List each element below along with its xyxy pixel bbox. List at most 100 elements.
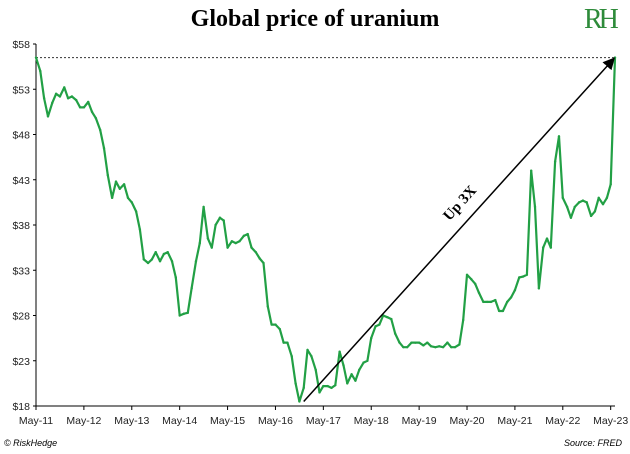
price-point: [537, 287, 541, 290]
price-point: [294, 382, 297, 385]
y-tick-label: $58: [12, 39, 30, 51]
price-point: [461, 318, 465, 322]
price-point: [605, 196, 609, 200]
price-point: [350, 373, 353, 376]
price-point: [262, 261, 265, 265]
x-tick-label: May-15: [210, 415, 245, 427]
price-point: [453, 345, 457, 349]
x-tick-label: May-21: [497, 415, 532, 427]
price-point: [545, 237, 549, 240]
price-point: [613, 56, 617, 59]
price-point: [470, 278, 473, 281]
price-point: [501, 309, 505, 313]
x-tick-label: May-17: [306, 415, 341, 427]
price-point: [489, 300, 493, 304]
price-point: [134, 210, 138, 213]
x-tick-label: May-20: [450, 415, 485, 427]
price-point: [390, 317, 393, 321]
price-point: [458, 343, 461, 346]
y-tick-label: $18: [12, 401, 30, 413]
price-point: [75, 98, 78, 102]
price-point: [214, 223, 217, 227]
price-point: [386, 316, 389, 319]
riskhedge-logo: RH: [584, 4, 619, 35]
price-point: [410, 341, 413, 344]
price-point: [78, 106, 82, 109]
price-point: [494, 298, 497, 302]
price-point: [266, 305, 269, 308]
price-point: [557, 135, 561, 138]
price-point: [529, 169, 533, 172]
price-point: [154, 250, 157, 254]
price-point: [597, 196, 600, 200]
price-point: [170, 260, 174, 263]
price-point: [230, 240, 234, 243]
price-point: [70, 95, 74, 98]
footer-source: Source: FRED: [563, 438, 622, 448]
price-point: [429, 345, 433, 348]
price-point: [306, 348, 309, 352]
price-point: [521, 275, 525, 278]
price-point: [541, 246, 545, 249]
x-tick-label: May-19: [402, 415, 437, 427]
price-point: [290, 355, 293, 358]
price-point: [46, 115, 50, 118]
price-point: [122, 183, 126, 186]
x-tick-label: May-16: [258, 415, 293, 427]
price-point: [58, 95, 62, 98]
price-point: [441, 345, 445, 349]
y-tick-label: $33: [12, 265, 30, 277]
price-point: [218, 216, 222, 219]
price-point: [354, 379, 357, 382]
price-point: [601, 202, 605, 206]
price-point: [525, 273, 529, 276]
x-tick-label: May-11: [19, 415, 53, 427]
price-point: [506, 300, 509, 304]
price-point: [310, 355, 313, 358]
price-point: [150, 258, 154, 261]
price-point: [286, 341, 289, 344]
price-point: [393, 332, 397, 335]
price-point: [166, 250, 169, 254]
price-point: [238, 240, 241, 243]
price-point: [450, 345, 453, 349]
x-tick-label: May-12: [66, 415, 101, 427]
price-point: [509, 296, 513, 299]
price-point: [426, 341, 429, 344]
price-point: [226, 246, 229, 249]
price-point: [94, 117, 98, 120]
price-point: [178, 314, 181, 317]
price-point: [270, 323, 273, 326]
price-point: [322, 384, 325, 388]
price-point: [589, 214, 593, 218]
price-point: [378, 323, 381, 326]
price-point: [366, 359, 369, 362]
price-point: [342, 364, 345, 367]
price-point: [242, 234, 246, 238]
price-point: [174, 276, 178, 279]
x-tick-label: May-23: [593, 415, 628, 427]
price-point: [338, 350, 341, 353]
price-point: [549, 246, 553, 249]
x-tick-label: May-14: [162, 415, 197, 427]
price-point: [82, 106, 86, 109]
price-point: [533, 205, 537, 209]
x-axis-ticks: May-11 May-12 May-13 May-14 May-15 May-16 May-…: [19, 406, 628, 427]
up-3x-arrow: [303, 57, 616, 402]
price-point: [102, 146, 106, 150]
price-point: [318, 391, 321, 394]
price-point: [114, 180, 118, 183]
price-point: [110, 196, 114, 200]
price-point: [561, 196, 564, 200]
price-point: [485, 300, 489, 304]
price-point: [282, 341, 285, 344]
y-tick-label: $43: [12, 175, 30, 187]
x-tick-label: May-22: [545, 415, 580, 427]
price-point: [210, 246, 213, 249]
price-point: [565, 205, 569, 209]
y-tick-label: $53: [12, 84, 30, 96]
price-point: [330, 386, 333, 390]
price-point: [482, 300, 485, 304]
price-point: [130, 201, 133, 204]
